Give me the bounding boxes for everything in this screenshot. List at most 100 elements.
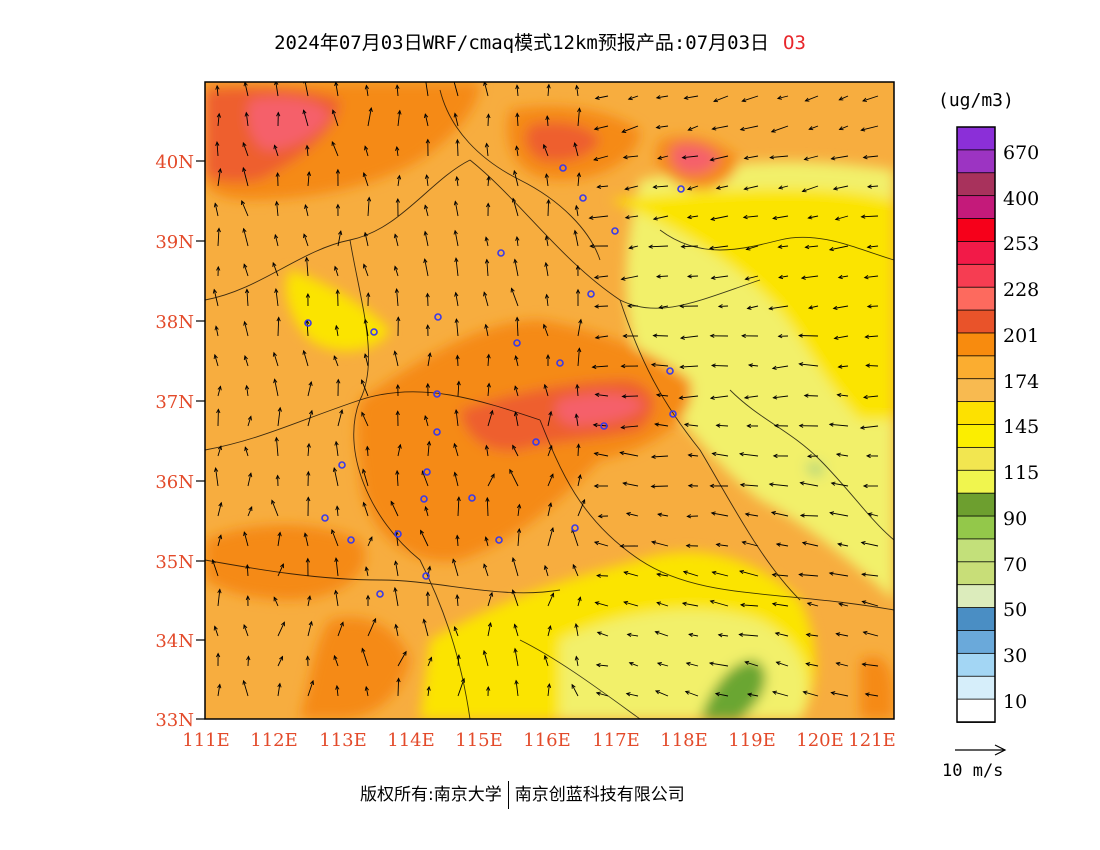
wind-arrow <box>512 445 519 457</box>
wind-arrowhead <box>515 84 520 90</box>
wind-arrow <box>806 663 819 667</box>
wind-arrowhead <box>394 623 399 629</box>
wind-arrowhead <box>833 335 839 340</box>
wind-arrow <box>593 155 609 161</box>
wind-arrow <box>836 453 849 457</box>
wind-arrow <box>657 155 669 160</box>
wind-arrowhead <box>274 436 279 442</box>
wind-arrowhead <box>460 677 465 683</box>
wind-arrow <box>595 335 609 339</box>
wind-arrowhead <box>274 200 279 206</box>
lon-label: 119E <box>728 730 776 751</box>
wind-arrowhead <box>455 594 460 600</box>
legend-tick: 90 <box>1003 508 1027 530</box>
legend-tick: 253 <box>1003 233 1039 255</box>
wind-arrowhead <box>484 444 489 450</box>
wind-arrowhead <box>331 109 336 115</box>
wind-arrow <box>365 567 369 577</box>
legend-swatch <box>956 241 996 266</box>
wind-arrowhead <box>591 364 597 370</box>
wind-arrow <box>623 155 639 158</box>
wind-arrow <box>679 395 699 399</box>
wind-arrowhead <box>484 258 490 264</box>
wind-arrow <box>839 125 849 130</box>
low-zone-coast <box>700 660 766 719</box>
copyright-owner: 版权所有:南京大学 <box>360 785 502 805</box>
wind-arrowhead <box>335 505 340 511</box>
wind-arrow <box>485 324 489 337</box>
wind-arrow <box>775 632 789 637</box>
wind-arrowhead <box>681 601 687 606</box>
wind-arrow <box>456 176 459 187</box>
wind-arrow <box>483 292 489 307</box>
wind-arrow <box>687 215 699 219</box>
wind-arrow <box>681 245 699 248</box>
low-zone-shore <box>805 461 825 477</box>
wind-arrow <box>244 321 249 337</box>
wind-arrowhead <box>453 229 458 235</box>
wind-arrow <box>575 623 579 637</box>
wind-arrowhead <box>800 275 806 280</box>
wind-arrowhead <box>799 481 805 486</box>
wind-arrow <box>621 425 639 429</box>
wind-arrowhead <box>865 363 871 368</box>
wind-arrow <box>804 155 819 160</box>
wind-arrow <box>307 381 312 397</box>
wind-arrowhead <box>215 84 220 90</box>
wind-arrowhead <box>593 451 599 457</box>
wind-arrow <box>333 355 339 367</box>
wind-arrowhead <box>625 511 631 517</box>
wind-arrowhead <box>578 318 583 324</box>
mid-zone-west <box>286 270 390 351</box>
wind-arrowhead <box>483 291 488 297</box>
wind-arrowhead <box>361 468 367 474</box>
wind-arrowhead <box>650 540 657 545</box>
wind-arrowhead <box>273 378 278 384</box>
wind-arrow <box>808 215 819 219</box>
wind-arrowhead <box>368 536 373 542</box>
wind-arrowhead <box>543 564 549 570</box>
wind-arrow <box>711 275 729 279</box>
wind-arrow <box>713 95 729 102</box>
wind-arrowhead <box>306 170 312 176</box>
wind-arrowhead <box>335 203 341 209</box>
wind-arrow <box>273 597 279 607</box>
wind-arrowhead <box>715 423 721 428</box>
wind-arrowhead <box>279 655 284 661</box>
wind-arrow <box>574 142 579 157</box>
wind-arrow <box>396 289 399 307</box>
legend-swatch <box>956 424 996 449</box>
legend-swatch <box>956 675 996 701</box>
wind-arrow <box>740 484 759 487</box>
wind-arrow <box>649 245 669 248</box>
wind-arrow <box>597 631 609 637</box>
wind-arrowhead <box>423 230 428 236</box>
wind-arrow <box>744 155 759 159</box>
wind-arrowhead <box>571 683 576 689</box>
wind-arrowhead <box>770 128 776 133</box>
wind-arrowhead <box>364 145 369 151</box>
wind-arrow <box>275 289 279 307</box>
wind-arrowhead <box>710 275 716 280</box>
wind-arrow <box>776 661 789 667</box>
wind-arrow <box>246 289 249 307</box>
wind-arrow <box>217 386 221 397</box>
wind-arrowhead <box>859 425 865 430</box>
wind-arrowhead <box>489 409 494 415</box>
wind-arrow <box>274 145 279 157</box>
wind-arrowhead <box>486 382 491 388</box>
legend-swatch <box>956 607 996 632</box>
wind-arrow <box>427 657 432 667</box>
wind-arrow <box>363 502 369 517</box>
wind-arrowhead <box>516 527 522 533</box>
wind-arrowhead <box>709 395 715 400</box>
title-main: 2024年07月03日WRF/cmaq模式12km预报产品:07月03日 <box>274 32 770 54</box>
wind-arrow <box>574 230 579 247</box>
wind-arrowhead <box>861 662 867 667</box>
wind-arrow <box>454 201 459 217</box>
wind-arrowhead <box>549 526 555 533</box>
wind-arrowhead <box>368 106 373 113</box>
wind-arrowhead <box>487 621 493 628</box>
wind-arrowhead <box>272 261 277 267</box>
